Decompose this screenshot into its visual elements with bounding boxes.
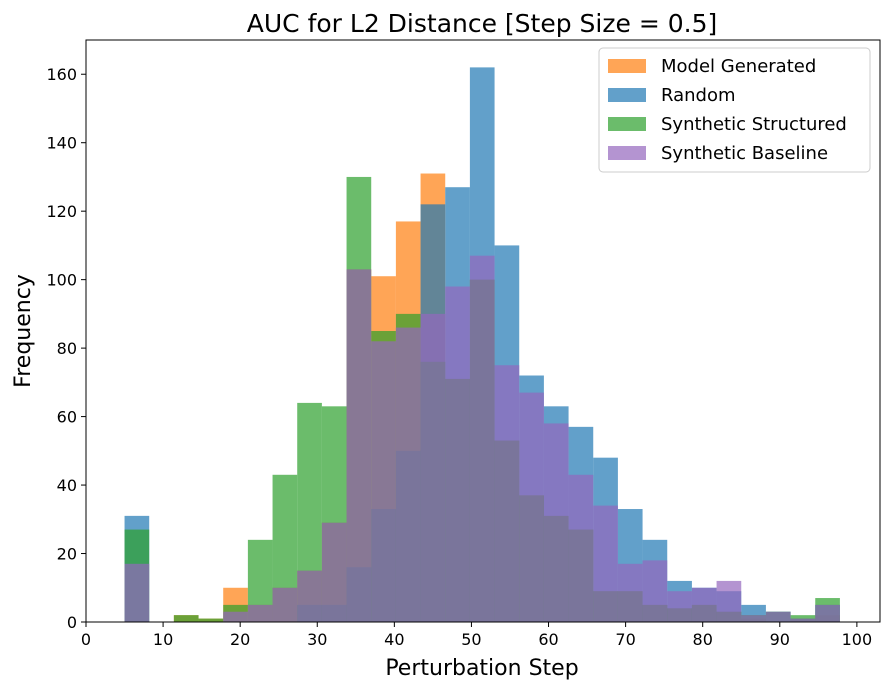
x-axis-title: Perturbation Step bbox=[385, 656, 578, 681]
y-axis-title: Frequency bbox=[11, 274, 36, 388]
y-tick-label: 20 bbox=[57, 545, 77, 564]
chart-title: AUC for L2 Distance [Step Size = 0.5] bbox=[247, 9, 717, 38]
y-tick-label: 80 bbox=[57, 339, 77, 358]
bar bbox=[371, 341, 396, 622]
bar bbox=[469, 255, 495, 622]
bars-layer bbox=[124, 67, 840, 623]
bar bbox=[395, 327, 421, 622]
y-tick-label: 0 bbox=[67, 613, 77, 632]
bar bbox=[346, 269, 372, 622]
bar bbox=[716, 580, 742, 622]
bar bbox=[321, 522, 347, 622]
bar bbox=[173, 615, 199, 622]
x-tick-label: 30 bbox=[307, 630, 327, 649]
y-tick-label: 40 bbox=[57, 476, 77, 495]
x-tick-label: 90 bbox=[770, 630, 790, 649]
bar bbox=[198, 618, 224, 622]
legend-swatch bbox=[608, 146, 646, 160]
x-tick-label: 100 bbox=[842, 630, 873, 649]
y-axis: 0 20 40 60 80 100 120 140 160 bbox=[46, 65, 86, 632]
bar bbox=[642, 560, 668, 622]
legend-item-synthetic-baseline: Synthetic Baseline bbox=[608, 143, 828, 164]
bar bbox=[667, 591, 692, 622]
legend-swatch bbox=[608, 59, 646, 73]
legend-item-model-generated: Model Generated bbox=[608, 56, 816, 77]
bar bbox=[519, 392, 544, 622]
legend-swatch bbox=[608, 88, 646, 102]
bar bbox=[223, 611, 248, 622]
bar bbox=[297, 570, 322, 622]
x-tick-label: 80 bbox=[693, 630, 713, 649]
y-tick-label: 140 bbox=[46, 134, 77, 153]
y-tick-label: 120 bbox=[46, 202, 77, 221]
y-tick-label: 100 bbox=[46, 271, 77, 290]
y-tick-label: 160 bbox=[46, 65, 77, 84]
legend-item-synthetic-structured: Synthetic Structured bbox=[608, 114, 847, 135]
bar bbox=[617, 563, 643, 622]
legend-label: Random bbox=[661, 85, 736, 106]
bar bbox=[765, 611, 791, 622]
bar bbox=[445, 286, 470, 622]
bar bbox=[494, 365, 520, 622]
bar bbox=[568, 474, 594, 622]
bar bbox=[815, 604, 840, 622]
legend-item-random: Random bbox=[608, 85, 736, 106]
x-tick-label: 50 bbox=[461, 630, 481, 649]
x-tick-label: 70 bbox=[615, 630, 635, 649]
legend-label: Synthetic Structured bbox=[661, 114, 847, 135]
bar bbox=[593, 505, 618, 622]
x-axis: 0 10 20 30 40 50 60 70 80 90 100 bbox=[81, 622, 872, 649]
bar bbox=[420, 313, 446, 622]
plot-area-frame bbox=[85, 39, 881, 623]
bar bbox=[543, 423, 569, 622]
legend-label: Model Generated bbox=[661, 56, 816, 77]
x-tick-label: 10 bbox=[153, 630, 173, 649]
legend-box bbox=[598, 47, 871, 173]
bar bbox=[247, 604, 273, 622]
legend-swatch bbox=[608, 117, 646, 131]
bar bbox=[272, 587, 298, 622]
series-synthetic-baseline bbox=[124, 255, 840, 622]
x-tick-label: 20 bbox=[230, 630, 250, 649]
bar bbox=[741, 615, 766, 622]
legend-label: Synthetic Baseline bbox=[661, 143, 828, 164]
x-tick-label: 40 bbox=[384, 630, 404, 649]
y-tick-label: 60 bbox=[57, 408, 77, 427]
bar bbox=[691, 587, 717, 622]
x-tick-label: 0 bbox=[81, 630, 91, 649]
bar bbox=[124, 563, 150, 622]
x-tick-label: 60 bbox=[538, 630, 558, 649]
legend: Model Generated Random Synthetic Structure… bbox=[598, 47, 871, 173]
bar bbox=[790, 618, 816, 622]
